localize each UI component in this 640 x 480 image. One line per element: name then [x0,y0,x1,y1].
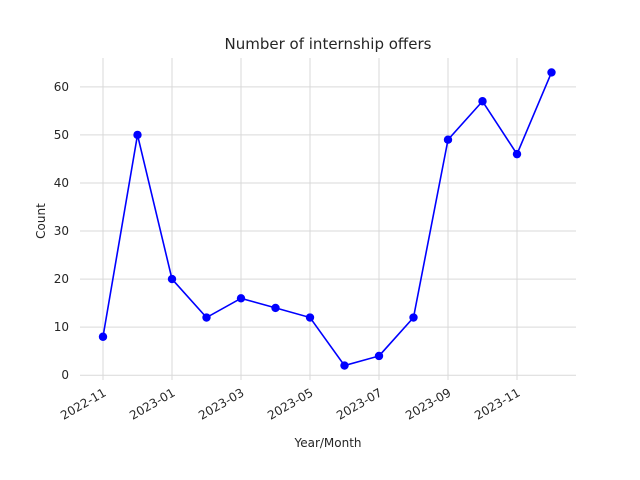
chart-title: Number of internship offers [225,35,432,53]
data-point [478,97,487,106]
data-point [547,68,556,77]
x-tick-label: 2023-07 [334,385,384,422]
series-line [102,72,553,367]
series [98,68,556,370]
data-point [409,313,418,322]
x-tick-label: 2023-05 [265,385,315,422]
y-tick-label: 50 [54,128,69,142]
data-point [271,303,280,313]
x-tick-label: 2023-11 [472,385,522,422]
data-point [202,313,211,322]
grid [80,58,576,380]
data-point [98,332,108,341]
x-tick-label: 2023-03 [196,385,246,422]
data-point [305,313,315,322]
tick-labels: 0 10 20 30 40 50 60 2022-11 2023-01 2023-03 2023-0… [54,80,523,423]
data-point [374,351,384,361]
data-point [236,294,246,303]
y-tick-label: 60 [54,80,69,94]
y-tick-label: 30 [54,224,69,238]
y-tick-label: 10 [54,320,69,334]
data-point [340,361,349,370]
x-tick-label: 2023-01 [127,385,177,422]
x-tick-label: 2023-09 [403,385,453,422]
y-tick-label: 20 [54,272,69,286]
y-tick-label: 0 [61,368,69,382]
x-tick-label: 2022-11 [58,385,108,422]
data-point [512,149,522,159]
data-point [167,274,177,284]
data-point [443,135,453,144]
data-point [133,130,142,140]
y-axis-label: Count [34,203,48,239]
x-axis-label: Year/Month [293,436,361,450]
y-tick-label: 40 [54,176,69,190]
